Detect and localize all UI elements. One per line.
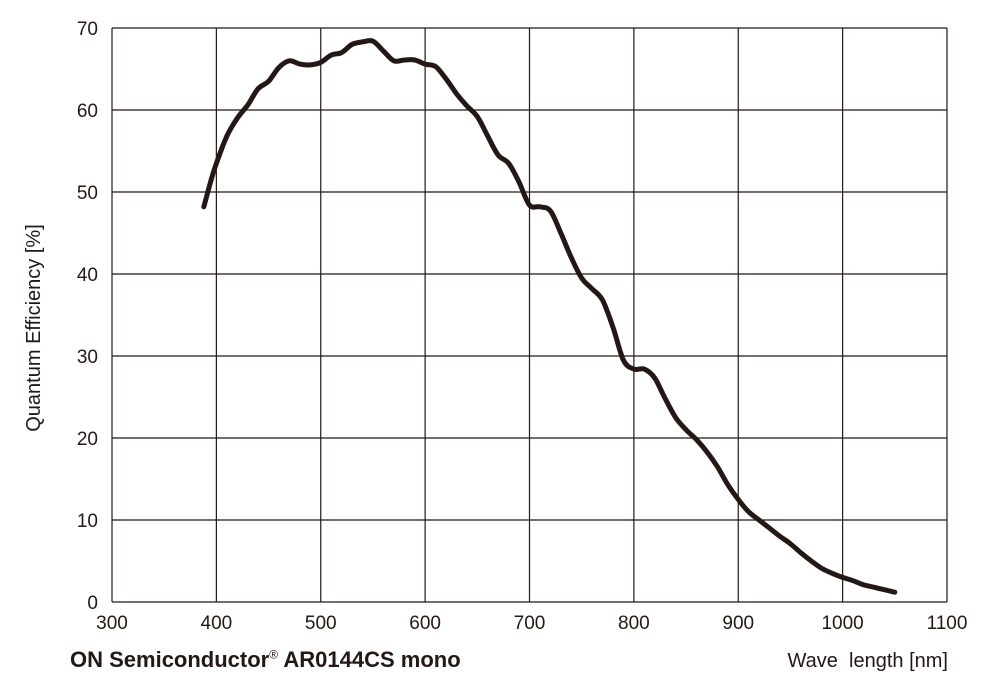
qe-series-line — [201, 38, 898, 595]
x-tick-label: 500 — [305, 613, 337, 634]
y-tick-label: 30 — [77, 347, 98, 368]
grid — [111, 27, 948, 603]
y-tick-label: 70 — [77, 19, 98, 40]
x-tick-label: 1000 — [821, 613, 863, 634]
x-tick-label: 900 — [722, 613, 754, 634]
y-tick-label: 40 — [77, 265, 98, 286]
chart-title-main: ON Semiconductor — [70, 647, 270, 672]
x-tick-label: 600 — [409, 613, 441, 634]
x-tick-label: 800 — [618, 613, 650, 634]
x-tick-label: 700 — [514, 613, 546, 634]
x-tick-label: 1100 — [927, 613, 968, 634]
x-tick-label: 400 — [201, 613, 233, 634]
x-tick-label: 300 — [96, 613, 128, 634]
chart-title: ON Semiconductor® AR0144CS mono — [70, 647, 461, 673]
chart-title-rest: AR0144CS mono — [278, 647, 461, 672]
y-tick-label: 0 — [87, 593, 98, 614]
y-tick-label: 20 — [77, 429, 98, 450]
series-layer — [201, 38, 898, 595]
y-tick-label: 60 — [77, 101, 98, 122]
y-tick-label: 10 — [77, 511, 98, 532]
y-tick-labels: 0 10 20 30 40 50 60 70 — [77, 19, 98, 614]
y-tick-label: 50 — [77, 183, 98, 204]
x-axis-title: Wave length [nm] — [787, 650, 948, 672]
y-axis-title: Quantum Efficiency [%] — [23, 224, 45, 432]
registered-mark: ® — [269, 647, 279, 662]
x-tick-labels: 300 400 500 600 700 800 900 1000 1100 — [96, 613, 967, 634]
